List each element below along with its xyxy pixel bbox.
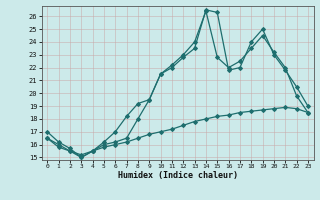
X-axis label: Humidex (Indice chaleur): Humidex (Indice chaleur) xyxy=(118,171,237,180)
